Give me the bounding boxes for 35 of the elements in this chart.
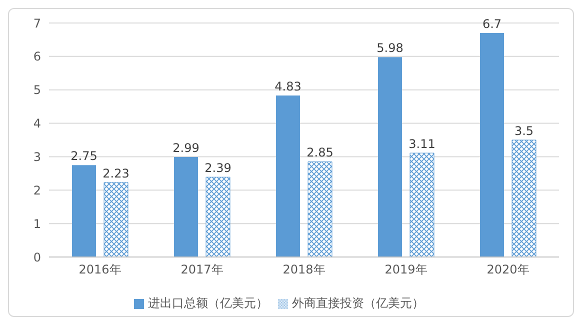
x-tick-label: 2018年 [282,262,326,277]
x-tick-label: 2016年 [78,262,122,277]
y-tick-label: 4 [33,116,41,131]
legend-label: 进出口总额（亿美元） [148,296,268,310]
bar [72,165,96,257]
bar [174,157,198,257]
y-tick-label: 0 [33,250,41,264]
bar [276,96,300,257]
legend-label: 外商直接投资（亿美元） [292,296,424,310]
data-label: 6.7 [482,17,502,32]
bar [104,182,128,257]
bar [410,152,434,257]
x-tick-label: 2019年 [384,262,428,277]
data-label: 2.75 [70,149,98,164]
x-tick-label: 2020年 [486,262,530,277]
bar [378,57,402,257]
data-label: 3.11 [408,137,436,152]
bar [512,140,536,257]
data-label: 2.85 [306,146,334,160]
data-label: 2.99 [172,141,200,156]
y-tick-label: 6 [33,50,41,64]
data-label: 3.5 [514,124,534,138]
x-tick-label: 2017年 [180,262,224,277]
bar [206,176,230,257]
data-label: 2.39 [204,161,232,176]
y-tick-label: 1 [33,216,41,231]
y-tick-label: 3 [33,150,41,164]
y-tick-label: 2 [33,183,41,198]
data-label: 5.98 [376,41,404,56]
data-label: 4.83 [274,80,302,94]
y-tick-label: 5 [33,83,41,98]
y-tick-label: 7 [33,16,41,30]
data-label: 2.23 [102,166,130,180]
bar [308,161,332,257]
bar [480,33,504,257]
